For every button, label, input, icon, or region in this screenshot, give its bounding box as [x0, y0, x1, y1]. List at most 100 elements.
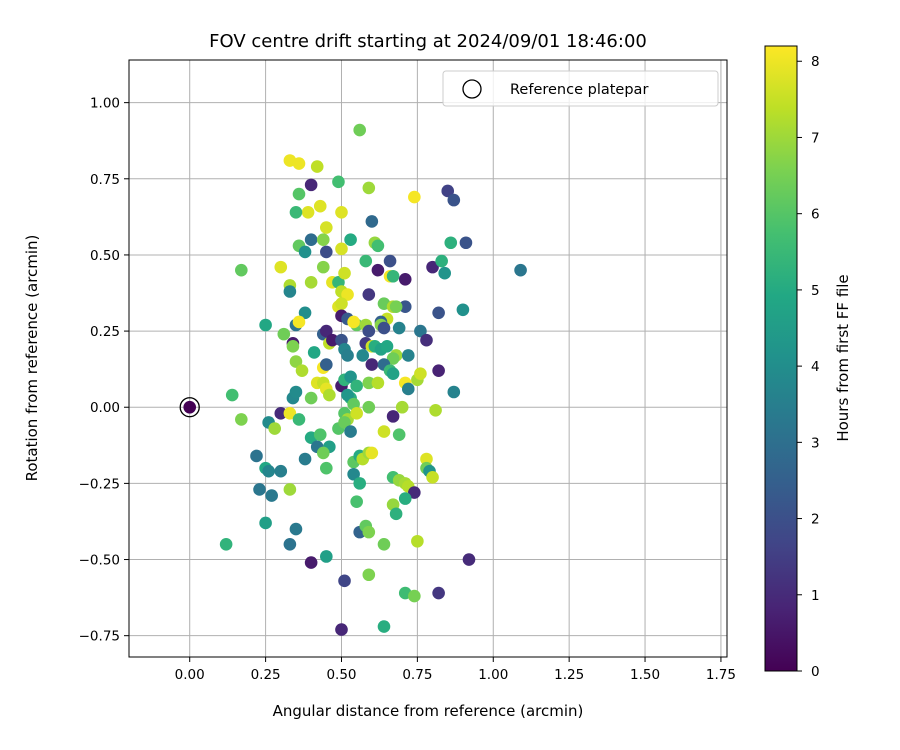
data-point — [414, 324, 427, 338]
data-point — [235, 263, 248, 277]
colorbar-tick-label: 3 — [811, 435, 820, 451]
data-point — [289, 355, 303, 368]
data-point — [444, 236, 458, 250]
colorbar-ticks: 0 1 2 3 4 5 6 7 8 — [797, 54, 820, 680]
data-point — [320, 324, 333, 338]
data-point — [283, 538, 297, 551]
data-point — [283, 407, 297, 420]
data-point — [350, 407, 363, 420]
data-point — [371, 239, 385, 253]
data-point — [292, 413, 306, 426]
data-point — [253, 483, 266, 496]
data-point — [389, 300, 403, 314]
data-point — [426, 470, 439, 484]
data-point — [408, 190, 421, 204]
data-point — [332, 175, 345, 189]
data-point — [362, 288, 376, 301]
data-point — [377, 321, 391, 335]
reference-point — [183, 400, 197, 414]
data-point — [259, 318, 272, 332]
x-axis-label: Angular distance from reference (arcmin) — [273, 702, 584, 720]
data-point — [313, 428, 327, 441]
data-point — [401, 349, 415, 362]
data-point — [283, 483, 297, 496]
data-point — [456, 303, 470, 317]
data-point — [289, 205, 303, 219]
data-point — [225, 388, 239, 402]
data-point — [362, 400, 376, 414]
legend-reference-marker — [462, 79, 482, 99]
data-point — [320, 461, 333, 475]
data-point — [362, 376, 376, 390]
colorbar-tick-label: 4 — [811, 359, 820, 375]
data-point — [392, 321, 406, 335]
data-point — [362, 525, 376, 539]
data-point — [435, 254, 448, 268]
colorbar-tick-label: 0 — [811, 664, 820, 680]
x-tick-label: 0.75 — [402, 667, 432, 683]
data-point — [462, 553, 476, 566]
data-point — [235, 413, 248, 426]
data-point — [326, 333, 339, 347]
data-point — [262, 464, 275, 478]
data-point — [353, 477, 367, 490]
data-point — [320, 245, 333, 259]
data-point — [304, 276, 318, 289]
y-tick-label: 0.50 — [90, 248, 120, 264]
data-point — [344, 370, 357, 384]
data-point — [411, 534, 424, 548]
data-point — [377, 620, 391, 633]
data-point — [380, 340, 394, 353]
data-point — [359, 254, 373, 268]
data-point — [286, 340, 300, 353]
data-point — [408, 589, 421, 603]
y-axis-label: Rotation from reference (arcmin) — [23, 235, 41, 482]
data-point — [365, 446, 379, 460]
data-point — [420, 452, 433, 466]
data-point — [347, 315, 360, 329]
data-point — [301, 205, 315, 219]
data-point — [316, 260, 330, 274]
y-tick-label: 0.00 — [90, 400, 120, 416]
colorbar-tick-label: 2 — [811, 512, 820, 528]
colorbar-gradient — [764, 45, 798, 672]
data-point — [383, 254, 397, 268]
x-tick-label: 1.50 — [630, 667, 660, 683]
data-point — [274, 407, 288, 420]
data-point — [371, 263, 385, 277]
data-point — [432, 364, 445, 377]
data-point — [320, 358, 333, 371]
data-point — [298, 452, 312, 466]
data-point — [377, 538, 391, 551]
y-tick-label: −0.25 — [79, 476, 120, 492]
x-tick-label: 1.75 — [706, 667, 736, 683]
data-point — [338, 416, 351, 429]
data-point — [514, 263, 527, 277]
data-point — [292, 315, 306, 329]
data-point — [377, 425, 391, 438]
data-point — [353, 123, 367, 137]
data-point — [265, 489, 278, 502]
y-tick-label: 0.25 — [90, 324, 120, 340]
data-point — [386, 367, 400, 381]
data-point — [283, 285, 297, 298]
data-point — [292, 157, 306, 170]
x-tick-label: 0.25 — [251, 667, 281, 683]
data-point — [292, 187, 306, 201]
data-point — [414, 367, 427, 381]
data-point — [341, 388, 354, 402]
data-point — [335, 297, 348, 310]
data-point — [420, 333, 433, 347]
data-point — [295, 364, 309, 377]
data-point — [304, 391, 318, 405]
data-point — [447, 193, 461, 207]
data-point — [347, 467, 360, 481]
legend-box — [442, 70, 719, 107]
data-point — [341, 349, 354, 362]
data-point — [335, 205, 348, 219]
x-tick-label: 1.25 — [554, 667, 584, 683]
data-point — [277, 327, 291, 341]
data-point — [350, 379, 363, 393]
data-point — [344, 233, 357, 247]
